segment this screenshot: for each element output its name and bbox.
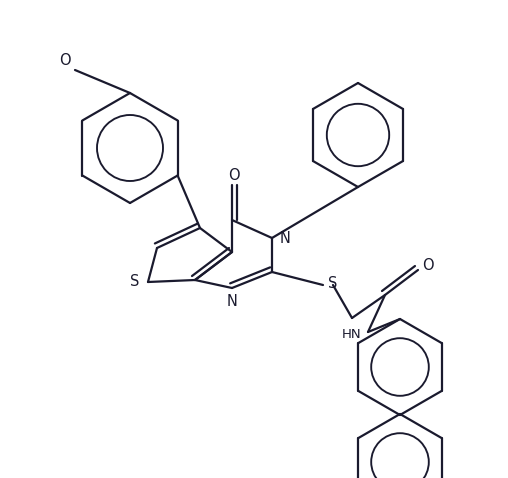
Text: O: O bbox=[422, 259, 434, 273]
Text: HN: HN bbox=[342, 327, 362, 340]
Text: N: N bbox=[227, 293, 237, 308]
Text: N: N bbox=[279, 230, 291, 246]
Text: S: S bbox=[131, 274, 140, 290]
Text: S: S bbox=[328, 275, 338, 291]
Text: O: O bbox=[59, 53, 71, 67]
Text: O: O bbox=[228, 167, 240, 183]
